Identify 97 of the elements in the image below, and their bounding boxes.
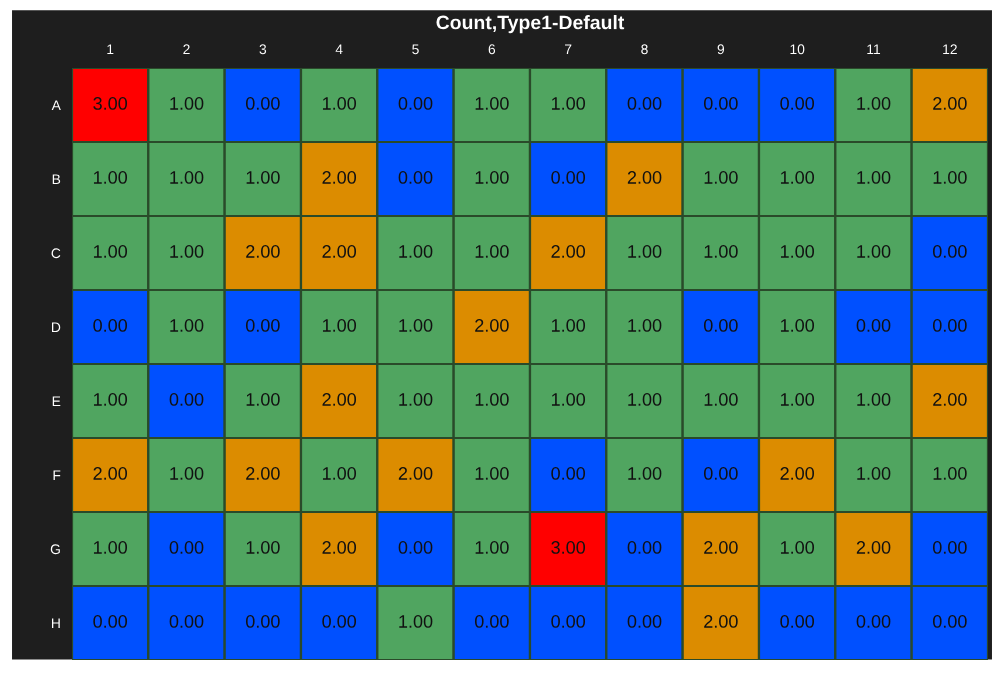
data-label: 1.00 bbox=[93, 393, 128, 406]
data-label: 2.00 bbox=[398, 467, 433, 480]
data-label: 1.00 bbox=[475, 393, 509, 406]
data-label: 1.00 bbox=[399, 615, 433, 628]
data-label: 0.00 bbox=[398, 541, 433, 554]
data-label: 2.00 bbox=[246, 245, 280, 258]
data-label: 0.00 bbox=[245, 319, 280, 332]
data-label: 0.00 bbox=[474, 615, 509, 628]
data-label: 1.00 bbox=[628, 393, 662, 406]
data-label: 0.00 bbox=[398, 171, 433, 184]
data-label: 3.00 bbox=[93, 97, 128, 110]
data-label: 0.00 bbox=[703, 97, 738, 110]
data-label: 0.00 bbox=[93, 615, 128, 628]
data-label: 1.00 bbox=[170, 171, 204, 184]
data-label: 1.00 bbox=[780, 171, 815, 184]
data-label: 1.00 bbox=[475, 245, 509, 258]
data-label: 1.00 bbox=[780, 245, 815, 258]
data-label: 2.00 bbox=[475, 319, 509, 332]
data-label: 0.00 bbox=[703, 319, 738, 332]
data-label: 0.00 bbox=[627, 97, 662, 110]
data-label: 1.00 bbox=[780, 319, 815, 332]
data-label: 0.00 bbox=[627, 541, 662, 554]
data-label: 1.00 bbox=[246, 541, 280, 554]
data-label: 1.00 bbox=[704, 245, 738, 258]
data-label: 0.00 bbox=[322, 615, 357, 628]
data-label: 0.00 bbox=[932, 245, 967, 258]
data-label: 1.00 bbox=[551, 319, 586, 332]
data-label: 0.00 bbox=[551, 467, 586, 480]
data-label: 0.00 bbox=[703, 467, 738, 480]
data-label: 0.00 bbox=[551, 171, 586, 184]
data-label: 1.00 bbox=[551, 97, 586, 110]
data-label: 0.00 bbox=[932, 615, 967, 628]
data-label: 0.00 bbox=[780, 615, 815, 628]
data-label: 1.00 bbox=[857, 393, 891, 406]
data-label: 1.00 bbox=[399, 393, 433, 406]
data-label: 2.00 bbox=[933, 97, 967, 110]
data-label: 1.00 bbox=[93, 541, 128, 554]
data-label: 1.00 bbox=[246, 171, 280, 184]
data-label: 1.00 bbox=[246, 393, 280, 406]
data-label: 0.00 bbox=[856, 615, 891, 628]
data-label: 1.00 bbox=[628, 467, 662, 480]
data-label: 1.00 bbox=[551, 393, 586, 406]
data-label: 2.00 bbox=[322, 393, 357, 406]
data-label: 2.00 bbox=[856, 541, 891, 554]
chart-title: Count,Type1-Default bbox=[436, 15, 625, 34]
data-label: 1.00 bbox=[475, 541, 509, 554]
data-label: 1.00 bbox=[322, 467, 357, 480]
data-label: 0.00 bbox=[856, 319, 891, 332]
data-label: 0.00 bbox=[169, 615, 204, 628]
data-label: 1.00 bbox=[780, 541, 815, 554]
data-label: 0.00 bbox=[169, 541, 204, 554]
data-label: 1.00 bbox=[857, 97, 891, 110]
data-label: 0.00 bbox=[245, 615, 280, 628]
data-label: 1.00 bbox=[857, 467, 891, 480]
data-label: 2.00 bbox=[627, 171, 662, 184]
data-label: 2.00 bbox=[933, 393, 967, 406]
data-label: 2.00 bbox=[704, 615, 738, 628]
data-label: 0.00 bbox=[780, 97, 815, 110]
data-label: 1.00 bbox=[399, 319, 433, 332]
data-label: 1.00 bbox=[170, 97, 204, 110]
data-label: 1.00 bbox=[857, 245, 891, 258]
data-label: 1.00 bbox=[475, 97, 509, 110]
data-label: 0.00 bbox=[398, 97, 433, 110]
data-label: 0.00 bbox=[627, 615, 662, 628]
data-label: 0.00 bbox=[169, 393, 204, 406]
data-label: 1.00 bbox=[475, 171, 509, 184]
data-label: 1.00 bbox=[628, 245, 662, 258]
data-label: 2.00 bbox=[322, 171, 357, 184]
data-label: 2.00 bbox=[704, 541, 738, 554]
data-label: 2.00 bbox=[322, 245, 357, 258]
data-label: 2.00 bbox=[93, 467, 128, 480]
data-label: 0.00 bbox=[932, 541, 967, 554]
data-label: 1.00 bbox=[93, 245, 128, 258]
data-label: 1.00 bbox=[475, 467, 509, 480]
data-label: 2.00 bbox=[780, 467, 815, 480]
data-label: 1.00 bbox=[780, 393, 815, 406]
data-label: 1.00 bbox=[704, 393, 738, 406]
data-label: 0.00 bbox=[245, 97, 280, 110]
data-label: 1.00 bbox=[628, 319, 662, 332]
data-label: 1.00 bbox=[933, 171, 967, 184]
data-label: 2.00 bbox=[246, 467, 280, 480]
data-label: 1.00 bbox=[322, 97, 357, 110]
data-label: 0.00 bbox=[93, 319, 128, 332]
data-label: 1.00 bbox=[170, 319, 204, 332]
data-label: 1.00 bbox=[704, 171, 738, 184]
data-label: 1.00 bbox=[93, 171, 128, 184]
data-label: 3.00 bbox=[551, 541, 586, 554]
data-label: 1.00 bbox=[322, 319, 357, 332]
data-label: 0.00 bbox=[551, 615, 586, 628]
data-label: 1.00 bbox=[170, 245, 204, 258]
data-label: 1.00 bbox=[933, 467, 967, 480]
data-label: 1.00 bbox=[857, 171, 891, 184]
data-label: 1.00 bbox=[170, 467, 204, 480]
data-label: 1.00 bbox=[399, 245, 433, 258]
data-label: 2.00 bbox=[551, 245, 586, 258]
data-label: 2.00 bbox=[322, 541, 357, 554]
data-label: 0.00 bbox=[932, 319, 967, 332]
